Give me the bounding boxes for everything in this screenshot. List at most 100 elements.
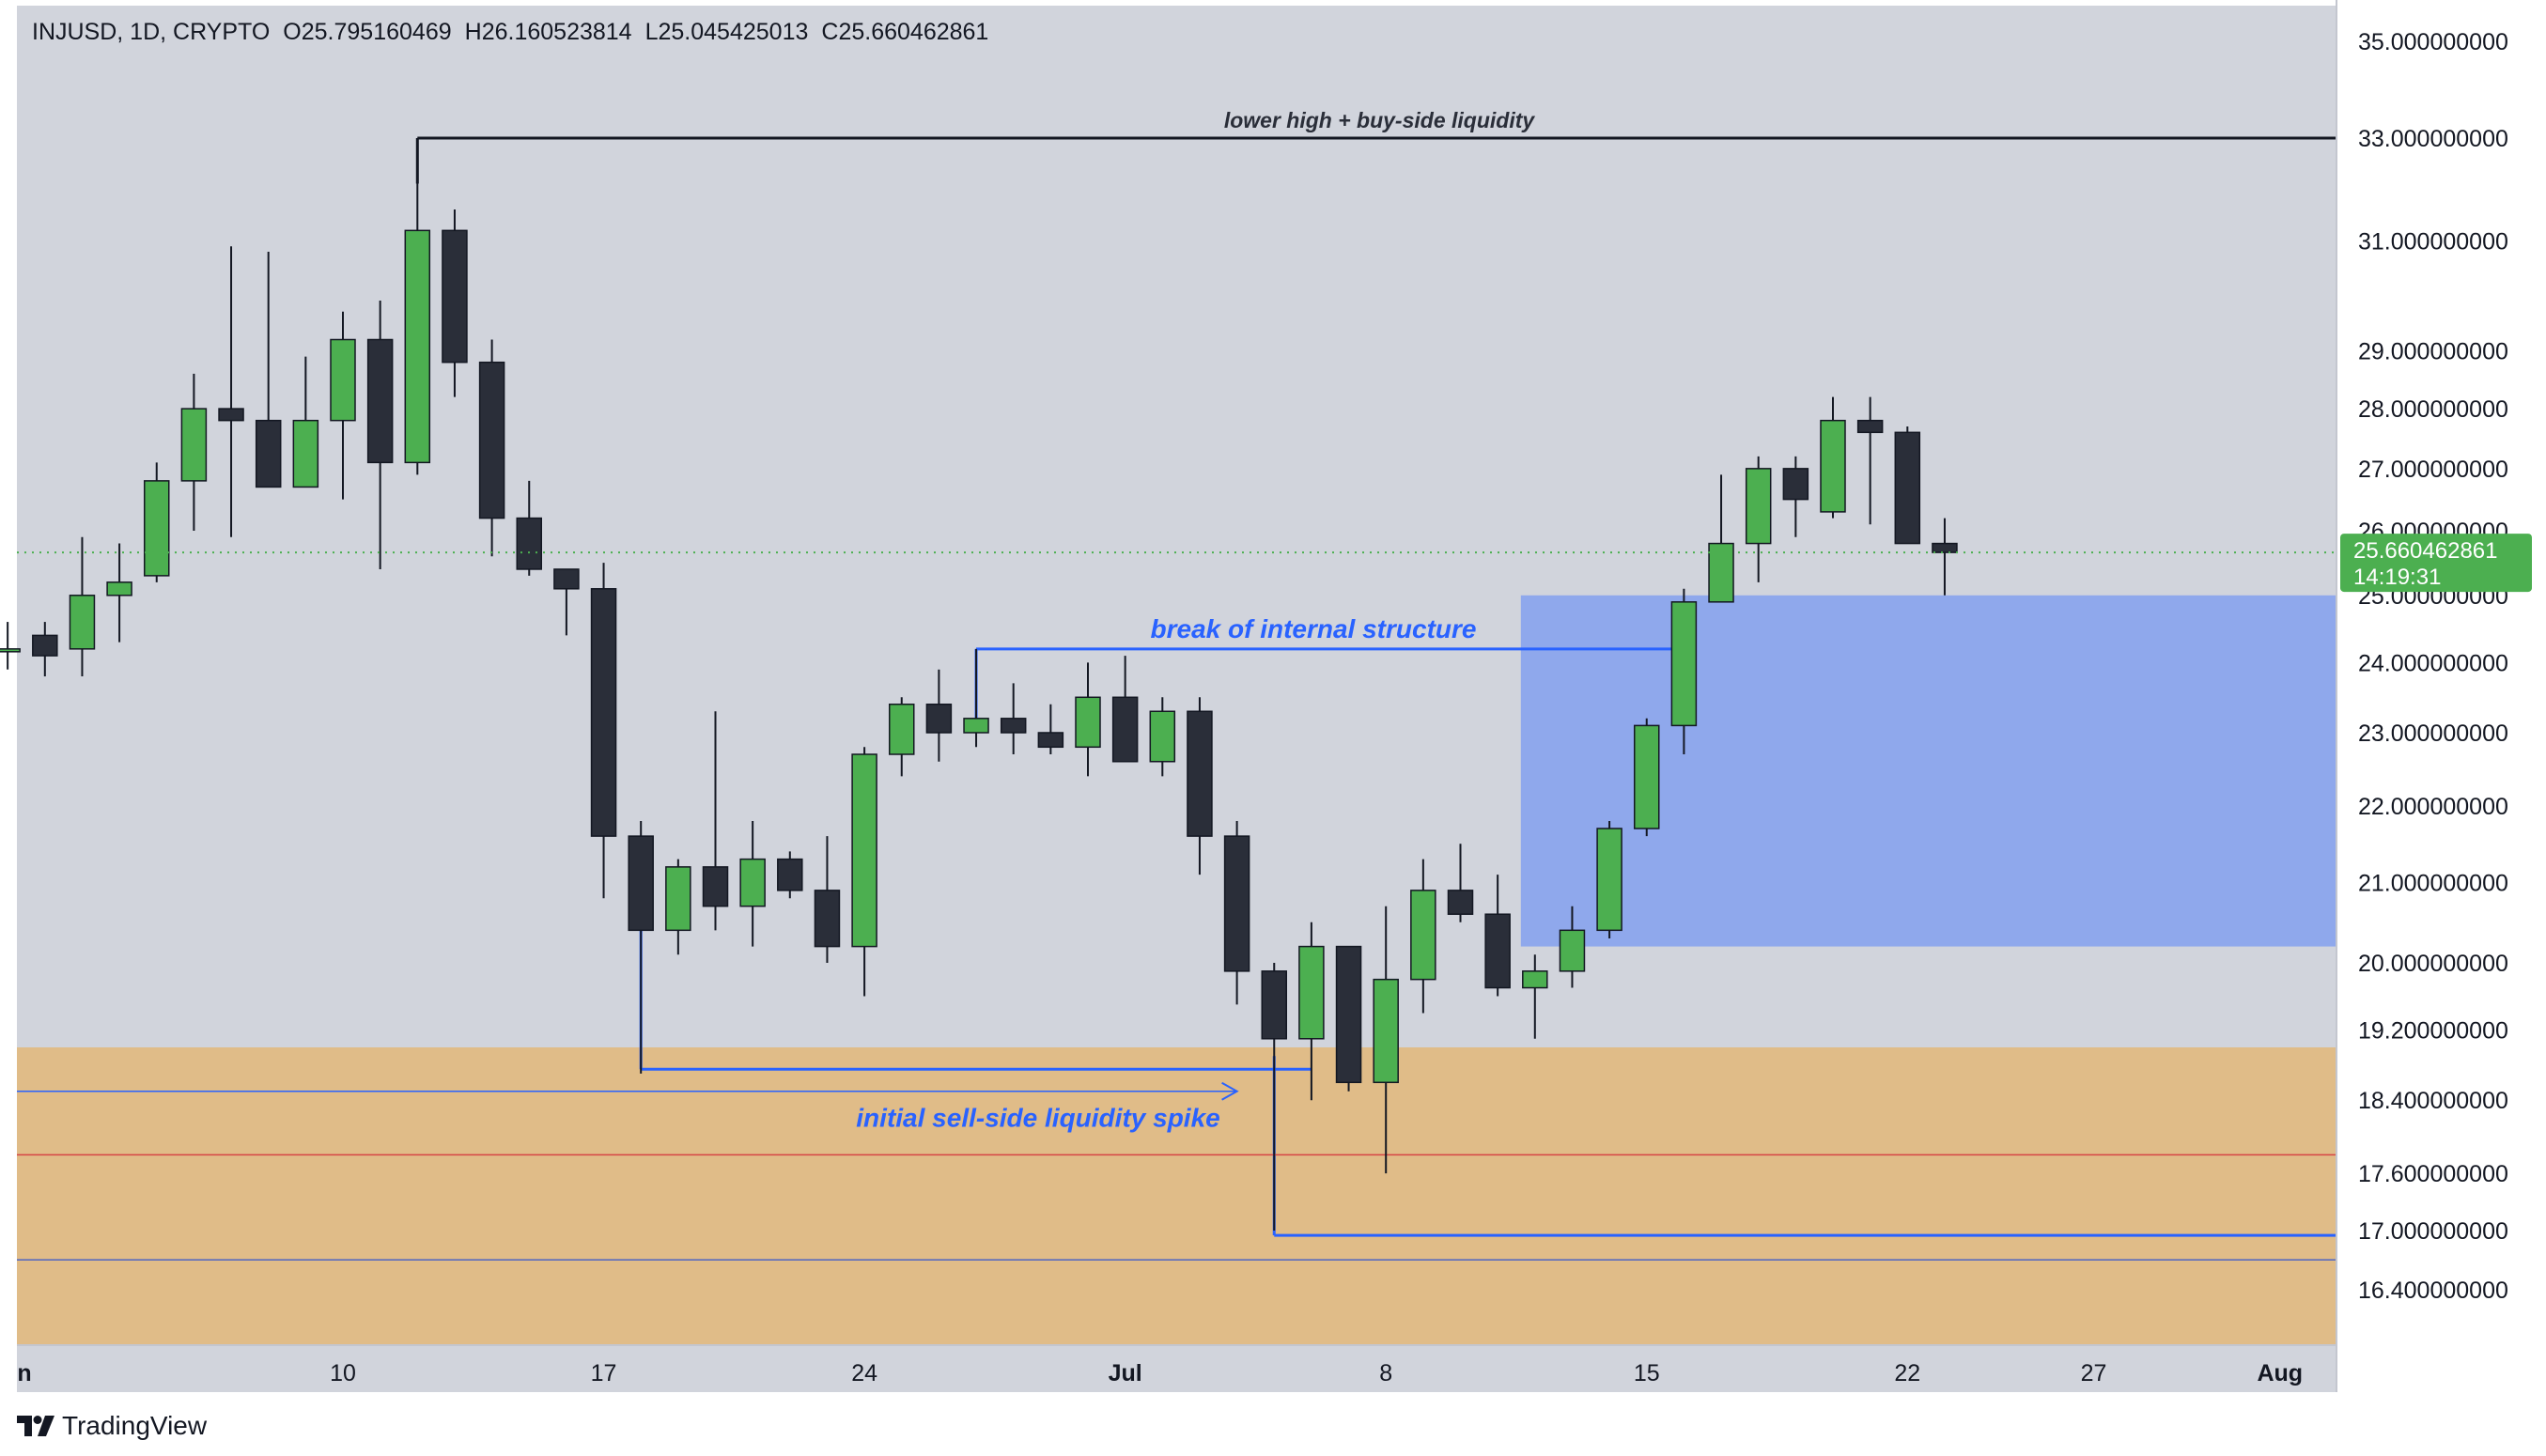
candle-body[interactable] <box>1111 696 1139 763</box>
time-tick-label: 27 <box>2081 1360 2107 1386</box>
time-tick-label: 15 <box>1634 1360 1660 1386</box>
price-tick-label: 27.000000000 <box>2358 457 2508 483</box>
candle-body[interactable] <box>1410 890 1436 981</box>
candle-body[interactable] <box>1223 835 1250 972</box>
time-tick-label: Aug <box>2257 1360 2303 1386</box>
candle-body[interactable] <box>366 338 394 464</box>
candle-body[interactable] <box>1187 710 1213 837</box>
candle-body[interactable] <box>69 595 96 650</box>
candle-body[interactable] <box>553 568 580 590</box>
candle-body[interactable] <box>180 408 208 482</box>
symbol-legend[interactable]: INJUSD, 1D, CRYPTO O25.795160469 H26.16052… <box>32 19 1001 46</box>
candle-body[interactable] <box>1000 718 1027 734</box>
orange-demand-zone <box>17 1046 2336 1345</box>
ohlc-open: O25.795160469 <box>283 19 452 45</box>
candle-body[interactable] <box>963 718 989 734</box>
candle-body[interactable] <box>1559 929 1586 972</box>
candle-body[interactable] <box>404 229 431 464</box>
tradingview-label: TradingView <box>62 1411 208 1440</box>
candle-body[interactable] <box>442 229 468 364</box>
annotation-break-structure: break of internal structure <box>1151 614 1477 643</box>
candle-body[interactable] <box>292 419 319 488</box>
candles-group <box>0 138 1958 1231</box>
candle-body[interactable] <box>1335 945 1362 1084</box>
candle-body[interactable] <box>1261 970 1287 1040</box>
candle-body[interactable] <box>702 866 729 907</box>
candle-body[interactable] <box>1522 970 1548 989</box>
annotation-lower-high: lower high + buy-side liquidity <box>1224 108 1536 132</box>
price-tick-label: 29.000000000 <box>2358 339 2508 365</box>
ohlc-low: L25.045425013 <box>644 19 809 45</box>
sell-side-arrow-head <box>1221 1081 1239 1101</box>
candle-body[interactable] <box>1782 468 1809 501</box>
candle-body[interactable] <box>106 581 132 596</box>
candle-body[interactable] <box>739 858 766 907</box>
price-tick-label: 28.000000000 <box>2358 396 2508 423</box>
candle-body[interactable] <box>1373 978 1399 1084</box>
price-tick-label: 33.000000000 <box>2358 126 2508 152</box>
price-tick-label: 22.000000000 <box>2358 794 2508 820</box>
candle-body[interactable] <box>1708 542 1734 603</box>
time-tick-label: 10 <box>330 1360 356 1386</box>
price-tick-label: 16.400000000 <box>2358 1278 2508 1304</box>
candle-body[interactable] <box>1149 710 1176 763</box>
price-tick-label: 18.400000000 <box>2358 1088 2508 1114</box>
price-tick-label: 20.000000000 <box>2358 951 2508 977</box>
time-tick-label: 17 <box>591 1360 617 1386</box>
time-tick-label: Jul <box>1109 1360 1142 1386</box>
candle-body[interactable] <box>32 634 58 657</box>
price-tick-label: 19.200000000 <box>2358 1018 2508 1045</box>
price-badge-background <box>2340 534 2532 593</box>
candle-body[interactable] <box>255 419 282 488</box>
candle-body[interactable] <box>1634 724 1660 829</box>
price-badge-countdown: 14:19:31 <box>2353 565 2441 590</box>
candle-body[interactable] <box>1037 732 1064 749</box>
time-axis[interactable]: 10 17 24 Jul 8 15 22 27 Aug n <box>17 1360 2303 1386</box>
candle-body[interactable] <box>1075 696 1101 749</box>
candle-body[interactable] <box>144 480 170 577</box>
candle-body[interactable] <box>0 648 21 653</box>
price-badge-value: 25.660462861 <box>2353 538 2498 564</box>
candle-body[interactable] <box>1894 431 1921 545</box>
candle-body[interactable] <box>665 866 691 932</box>
price-tick-label: 35.000000000 <box>2358 29 2508 55</box>
price-tick-label: 21.000000000 <box>2358 870 2508 896</box>
price-axis[interactable]: 35.000000000 33.000000000 31.000000000 29.0… <box>2358 29 2508 1304</box>
candle-body[interactable] <box>814 890 841 948</box>
tradingview-branding[interactable]: TradingView <box>17 1409 207 1443</box>
candle-body[interactable] <box>330 338 356 422</box>
candle-body[interactable] <box>1856 419 1884 434</box>
time-tick-label: 8 <box>1379 1360 1392 1386</box>
price-tick-label: 17.000000000 <box>2358 1218 2508 1245</box>
candle-body[interactable] <box>777 858 803 891</box>
candle-body[interactable] <box>1932 542 1958 553</box>
price-tick-label: 31.000000000 <box>2358 229 2508 256</box>
ohlc-close: C25.660462861 <box>821 19 989 45</box>
candle-body[interactable] <box>1596 828 1622 932</box>
candle-body[interactable] <box>851 753 877 948</box>
candle-body[interactable] <box>628 835 654 932</box>
time-tick-label: 24 <box>851 1360 877 1386</box>
tradingview-logo-icon <box>17 1416 54 1436</box>
candle-body[interactable] <box>1298 945 1325 1040</box>
candle-body[interactable] <box>590 588 617 837</box>
ohlc-high: H26.160523814 <box>464 19 632 45</box>
candle-body[interactable] <box>1484 913 1511 989</box>
candle-body[interactable] <box>516 517 542 570</box>
candle-body[interactable] <box>925 704 953 734</box>
time-tick-label: n <box>17 1360 31 1386</box>
price-tick-label: 24.000000000 <box>2358 650 2508 676</box>
price-tick-label: 23.000000000 <box>2358 720 2508 747</box>
price-tick-label: 17.600000000 <box>2358 1161 2508 1187</box>
candle-body[interactable] <box>478 361 505 519</box>
candle-body[interactable] <box>218 408 244 422</box>
current-price-badge: 25.660462861 14:19:31 <box>2340 534 2532 593</box>
candle-body[interactable] <box>1447 890 1474 915</box>
candle-body[interactable] <box>1670 601 1698 727</box>
annotation-sell-side-spike: initial sell-side liquidity spike <box>856 1104 1219 1133</box>
candle-body[interactable] <box>889 704 915 755</box>
symbol-name[interactable]: INJUSD, 1D, CRYPTO <box>32 19 271 45</box>
candle-body[interactable] <box>1745 468 1772 545</box>
candle-body[interactable] <box>1820 419 1846 513</box>
